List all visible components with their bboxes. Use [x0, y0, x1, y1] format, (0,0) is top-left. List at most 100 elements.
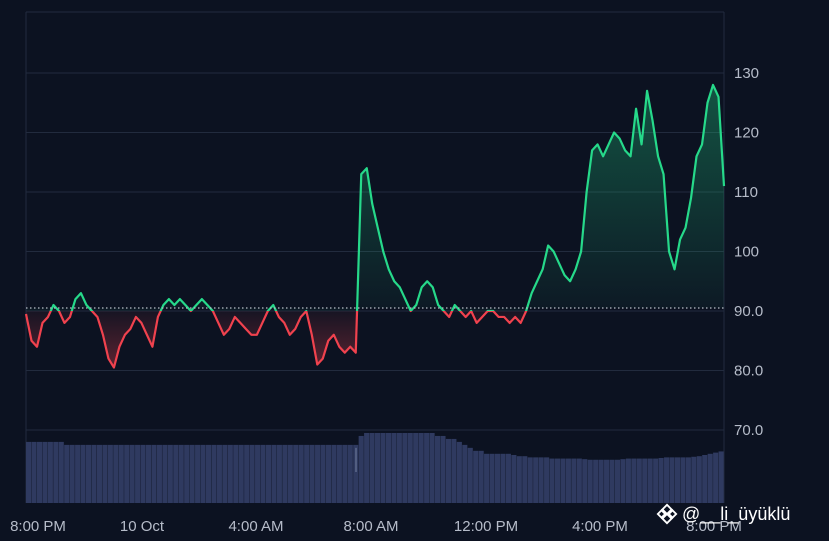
- volume-bars: [26, 432, 724, 504]
- volume-bar: [456, 441, 462, 503]
- volume-bar: [129, 444, 135, 504]
- volume-bar: [107, 444, 113, 504]
- volume-bar: [554, 458, 561, 503]
- y-tick-label: 120: [734, 125, 759, 142]
- volume-bar: [353, 444, 359, 504]
- volume-bar: [696, 456, 702, 503]
- volume-bar: [271, 444, 277, 504]
- volume-bar: [315, 444, 321, 504]
- area-below-baseline: [26, 311, 527, 368]
- volume-bar: [238, 444, 244, 504]
- volume-bar: [489, 453, 495, 503]
- volume-bar: [462, 444, 468, 504]
- volume-bar: [680, 457, 686, 503]
- volume-bar: [402, 432, 408, 503]
- volume-bar: [527, 457, 533, 503]
- watermark: @__li_üyüklü: [656, 503, 790, 525]
- x-tick-label: 4:00 AM: [228, 518, 283, 535]
- volume-bar: [53, 441, 59, 503]
- volume-bar: [184, 444, 190, 504]
- volume-bar: [522, 456, 528, 503]
- volume-bar: [418, 432, 424, 503]
- volume-bar: [642, 458, 648, 503]
- volume-bar: [396, 432, 402, 503]
- volume-bar: [249, 444, 255, 504]
- volume-bar: [407, 432, 413, 503]
- volume-bar: [31, 441, 37, 503]
- volume-bar: [325, 444, 332, 504]
- volume-bar: [233, 444, 239, 504]
- volume-bar: [276, 444, 282, 504]
- volume-bar: [227, 444, 233, 504]
- volume-bar: [516, 456, 522, 503]
- volume-bar: [364, 432, 370, 503]
- volume-bar: [385, 432, 392, 503]
- line-above-baseline: [49, 83, 726, 311]
- volume-bar: [167, 444, 173, 504]
- volume-bar: [309, 444, 315, 504]
- volume-bar: [358, 435, 364, 503]
- volume-bar: [36, 441, 43, 503]
- volume-bar: [205, 444, 212, 504]
- volume-bar: [707, 453, 713, 503]
- volume-bar: [484, 453, 490, 503]
- volume-bar: [571, 458, 577, 503]
- volume-bar: [140, 444, 146, 504]
- volume-bar: [244, 444, 250, 504]
- volume-bar: [434, 435, 441, 503]
- volume-bar: [451, 438, 457, 503]
- volume-bar: [685, 457, 691, 503]
- volume-bar: [533, 457, 539, 503]
- volume-bar: [260, 444, 266, 504]
- volume-bar: [598, 459, 604, 503]
- volume-bar: [593, 459, 599, 503]
- volume-bar: [445, 438, 451, 503]
- y-tick-label: 90.0: [734, 303, 763, 320]
- volume-bar: [636, 458, 642, 503]
- volume-bar: [702, 454, 708, 503]
- volume-bar: [664, 457, 670, 503]
- y-tick-label: 80.0: [734, 363, 763, 380]
- volume-bar: [216, 444, 222, 504]
- volume-bar: [620, 459, 626, 503]
- volume-bar: [473, 450, 479, 503]
- volume-bar: [320, 444, 326, 504]
- volume-bar: [287, 444, 293, 504]
- volume-bar: [304, 444, 310, 504]
- volume-bar: [560, 458, 566, 503]
- volume-bar: [647, 458, 653, 503]
- volume-bar: [255, 444, 261, 504]
- volume-bar: [718, 451, 724, 503]
- volume-bar: [173, 444, 179, 504]
- volume-bar: [658, 457, 664, 503]
- volume-bar: [380, 432, 386, 503]
- volume-bar: [102, 444, 108, 504]
- volume-bar: [211, 444, 217, 504]
- y-axis: 70.0 80.0 90.0 100 110 120 130: [734, 65, 763, 439]
- volume-bar: [118, 444, 124, 504]
- x-axis: 8:00 PM 10 Oct 4:00 AM 8:00 AM 12:00 PM 4:00 …: [10, 518, 742, 535]
- volume-bar: [47, 441, 53, 503]
- volume-bar: [85, 444, 92, 504]
- volume-bar: [674, 457, 681, 503]
- volume-bar: [604, 459, 610, 503]
- volume-bar: [124, 444, 130, 504]
- volume-bar: [467, 447, 473, 503]
- volume-bar: [75, 444, 81, 504]
- watermark-handle: @__li_üyüklü: [682, 503, 791, 524]
- volume-bar: [80, 444, 86, 504]
- volume-bar: [653, 458, 659, 503]
- volume-bar: [195, 444, 201, 504]
- volume-bar: [631, 458, 637, 503]
- volume-bar: [413, 432, 419, 503]
- volume-bar: [282, 444, 288, 504]
- x-tick-label: 10 Oct: [120, 518, 165, 535]
- volume-bar: [511, 454, 517, 503]
- volume-bar: [505, 453, 511, 503]
- volume-bar: [200, 444, 206, 504]
- volume-bar: [375, 432, 381, 503]
- area-above-baseline: [26, 84, 724, 311]
- volume-bar: [91, 444, 97, 504]
- volume-bar: [582, 459, 588, 503]
